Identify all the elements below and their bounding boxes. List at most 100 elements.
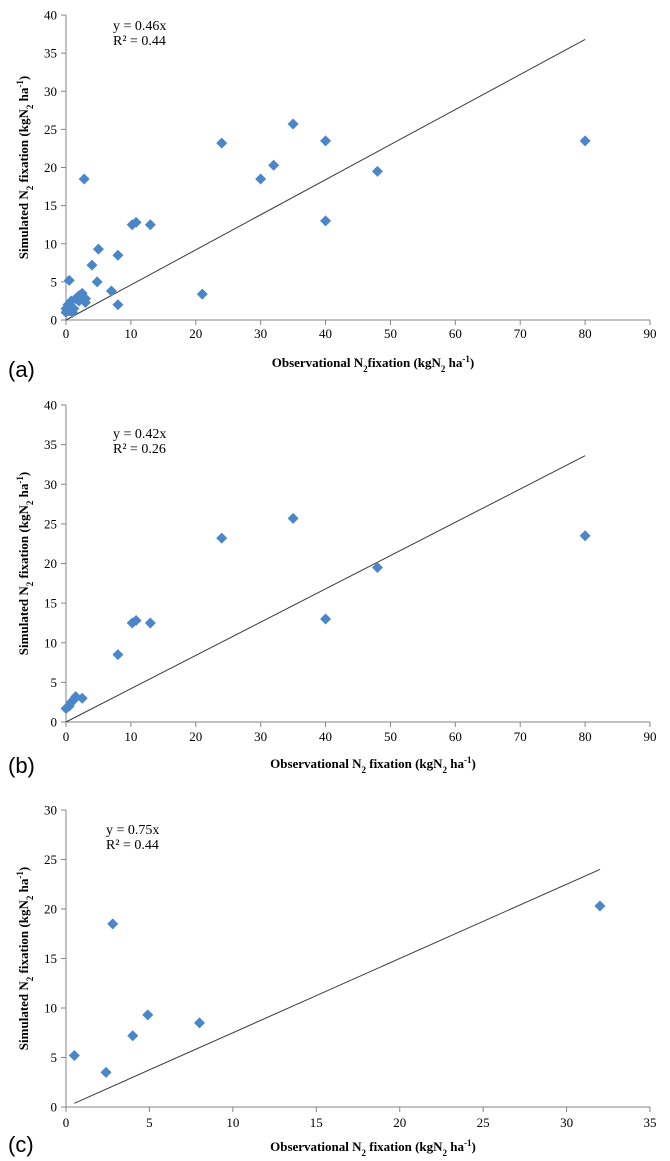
y-tick-label: 15 [44,951,57,966]
axis-title-part: 2 [25,185,35,190]
x-tick-label: 35 [644,1115,657,1130]
y-tick-label: 20 [44,556,57,571]
axis-title-part: ) [470,355,474,370]
data-point [579,135,591,147]
x-tick-label: 80 [579,729,592,744]
x-tick-label: 50 [384,729,397,744]
data-point [130,216,142,228]
data-point [371,165,383,177]
x-tick-label: 30 [560,1115,573,1130]
axis-title-part: -1 [15,871,25,879]
y-tick-label: 25 [44,516,57,531]
axis-title-part: ha [16,87,31,104]
y-axis-title: Simulated N2 fixation (kgN2 ha-1) [15,867,35,1050]
y-tick-label: 10 [44,635,57,650]
y-tick-label: 10 [44,236,57,251]
axis-title-part: -1 [464,755,472,765]
data-point [142,1009,154,1021]
x-tick-label: 15 [310,1115,323,1130]
data-point [287,512,299,524]
y-tick-label: 15 [44,596,57,611]
y-tick-label: 25 [44,122,57,137]
data-point [76,692,88,704]
x-tick-label: 90 [644,326,657,341]
x-tick-label: 20 [189,326,202,341]
data-point [130,615,142,627]
panel-label: (b) [8,753,35,778]
axis-title-part: ha [445,355,462,370]
x-tick-label: 0 [63,326,70,341]
x-tick-label: 40 [319,326,332,341]
x-tick-label: 80 [579,326,592,341]
axis-title-part: 2 [25,104,35,109]
axis-title-part: ) [472,1139,476,1154]
data-point [216,532,228,544]
x-tick-label: 40 [319,729,332,744]
axis-title-part: Simulated N [16,190,31,260]
axis-title-part: ) [16,867,31,871]
y-tick-label: 35 [44,437,57,452]
data-point [63,274,75,286]
y-tick-label: 30 [44,803,57,818]
x-tick-label: 70 [514,729,527,744]
axis-title-part: ha [16,483,31,500]
x-tick-label: 60 [449,326,462,341]
trendline-equation: y = 0.42x [113,427,166,442]
x-tick-label: 20 [189,729,202,744]
data-point [79,293,91,305]
axis-title-part: 2 [25,976,35,981]
y-tick-label: 25 [44,852,57,867]
axis-title-part: Simulated N [16,981,31,1051]
data-point [86,259,98,271]
trendline [65,38,586,321]
panel-label: (a) [8,357,35,382]
x-axis-title: Observational N2fixation (kgN2 ha-1) [272,354,475,374]
axis-title-part: fixation (kgN [16,505,31,582]
data-point [91,276,103,288]
x-tick-label: 50 [384,326,397,341]
x-tick-label: 30 [254,326,267,341]
data-point [320,135,332,147]
data-point [112,249,124,261]
axis-title-part: Observational N [270,1139,362,1154]
y-axis-title: Simulated N2 fixation (kgN2 ha-1) [15,76,35,259]
axis-title-part: 2 [361,1148,366,1158]
data-point [268,159,280,171]
y-tick-label: 10 [44,1001,57,1016]
y-tick-label: 20 [44,902,57,917]
axis-title-part: 2 [25,500,35,505]
axis-title-part: ) [16,472,31,476]
y-tick-label: 20 [44,160,57,175]
axis-title-part: 2 [363,364,368,374]
data-point [193,1017,205,1029]
r-squared-label: R² = 0.44 [113,34,166,49]
x-tick-label: 30 [254,729,267,744]
x-tick-label: 70 [514,326,527,341]
y-axis-title: Simulated N2 fixation (kgN2 ha-1) [15,472,35,655]
y-tick-label: 0 [51,1100,58,1115]
axis-title-part: -1 [15,80,25,88]
x-tick-label: 60 [449,729,462,744]
trendline [65,455,586,723]
axis-title-part: 2 [361,765,366,775]
axis-title-part: -1 [462,354,470,364]
axis-title-part: ha [447,1139,464,1154]
y-tick-label: 35 [44,46,57,61]
data-point [78,173,90,185]
data-point [144,219,156,231]
axis-title-part: -1 [464,1138,472,1148]
axis-title-part: 2 [25,581,35,586]
axis-title-part: fixation (kgN [366,756,443,771]
axis-title-part: 2 [25,895,35,900]
scatter-panel-2: 0 5 10 15 20 25 30 35 40 0 10 20 30 40 50 60 70 80 90 y = 0… [8,398,657,779]
data-point [371,561,383,573]
panel-label: (c) [8,1132,34,1157]
x-tick-label: 10 [124,729,137,744]
data-point [196,288,208,300]
data-point [287,118,299,130]
data-point [255,173,267,185]
x-tick-label: 0 [63,1115,70,1130]
axis-title-part: -1 [15,476,25,484]
